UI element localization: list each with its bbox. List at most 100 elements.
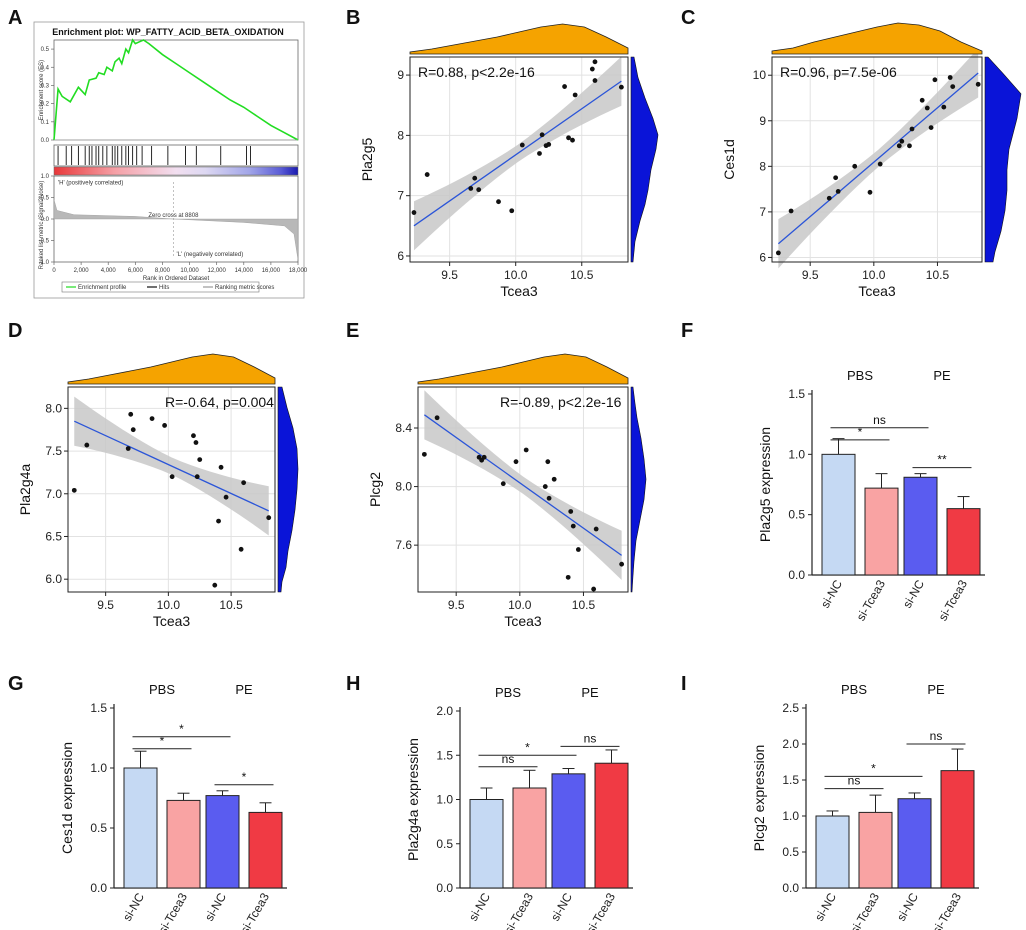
bar (903, 476, 938, 576)
scatter-point (924, 105, 930, 111)
metric-ylabel: Ranked list metric (Signal2Noise) (39, 181, 45, 270)
ytick-label: 8.0 (45, 401, 62, 415)
bar (205, 795, 240, 889)
scatter-point (589, 66, 595, 72)
ytick-label: 1.5 (436, 748, 453, 762)
scatter-point (71, 487, 77, 493)
gsea-legend-label: Enrichment profile (78, 285, 127, 291)
rank-colorbar (53, 166, 299, 176)
scatter-point (566, 135, 571, 141)
scatter-point (194, 474, 200, 480)
zero-cross-label: Zero cross at 8808 (148, 213, 199, 219)
significance-label: ns (848, 774, 861, 788)
xtick-label: 9.5 (441, 268, 458, 282)
xtick-label: 10.0 (504, 268, 528, 282)
scatter-panel-d: 9.5 10.0 10.5 6.0 6.5 7.0 7.5 8.0 Tcea3 Pla2g4a R=… (17, 353, 299, 629)
x-axis-label: Tcea3 (858, 283, 896, 299)
scatter-point (519, 142, 525, 148)
panel-label-f: F (681, 320, 693, 342)
ytick-label: 8 (759, 159, 766, 173)
ytick-label: 8.0 (395, 480, 412, 494)
group-label-pbs: PBS (847, 368, 873, 383)
scatter-point (241, 480, 247, 486)
metric-ytick-label: 0.0 (41, 217, 50, 223)
gsea-xlabel: Rank in Ordered Dataset (143, 276, 210, 282)
scatter-point (570, 523, 576, 529)
marginal-density-top (771, 22, 983, 55)
scatter-point (775, 250, 781, 256)
metric-area (53, 199, 299, 260)
ytick-label: 1.5 (782, 773, 799, 787)
scatter-point (941, 104, 947, 110)
xtick-label: 10.5 (572, 598, 596, 612)
scatter-point (975, 81, 981, 87)
scatter-point (218, 464, 224, 470)
gsea-xtick-label: 18,000 (289, 268, 308, 274)
regression-line (74, 420, 269, 512)
scatter-point (591, 586, 597, 592)
xtick-label: 10.5 (926, 268, 950, 282)
scatter-point (509, 208, 515, 214)
bar (594, 762, 629, 889)
gsea-xtick-label: 4,000 (101, 268, 117, 274)
marginal-density-right (630, 386, 647, 593)
ytick-label: 0.5 (436, 837, 453, 851)
bar (858, 811, 893, 889)
metric-ytick-label: 0.5 (41, 196, 50, 202)
bar (248, 811, 283, 889)
significance-label: ns (584, 731, 597, 745)
ytick-label: 0.5 (788, 508, 805, 522)
ytick-label: 1.0 (90, 761, 107, 775)
ytick-label: 8.4 (395, 421, 412, 435)
scatter-point (568, 509, 574, 514)
scatter-point (545, 459, 551, 465)
panel-label-i: I (681, 673, 687, 695)
ytick-label: 7 (759, 205, 766, 219)
correlation-annotation: R=0.96, p=7.5e-06 (780, 64, 897, 80)
scatter-point (950, 84, 956, 90)
gsea-xtick-label: 16,000 (262, 268, 281, 274)
scatter-point (852, 163, 858, 169)
plot-frame (67, 386, 276, 593)
scatter-point (434, 415, 440, 421)
gsea-legend-box (61, 281, 260, 293)
scatter-point (562, 84, 567, 89)
y-axis-label: Plcg2 (367, 472, 383, 507)
metric-ytick-label: -0.5 (39, 239, 50, 245)
scatter-point (546, 495, 552, 501)
ytick-label: 8 (397, 128, 404, 142)
scatter-point (266, 515, 272, 521)
es-ytick-label: 0.2 (41, 102, 50, 108)
significance-label: * (242, 770, 247, 784)
ytick-label: 6.0 (45, 572, 62, 586)
scatter-point (833, 175, 839, 181)
correlation-annotation: R=-0.64, p=0.004 (165, 394, 274, 410)
ytick-label: 7.6 (395, 538, 412, 552)
ytick-label: 0.5 (90, 821, 107, 835)
xtick-label: 9.5 (802, 268, 819, 282)
scatter-point (826, 195, 832, 201)
scatter-point (162, 423, 168, 428)
scatter-point (169, 474, 175, 480)
scatter-point (500, 481, 506, 487)
significance-label: * (160, 734, 165, 748)
scatter-point (191, 433, 196, 439)
ytick-label: 2.0 (436, 704, 453, 718)
y-axis-label: Plcg2 expression (751, 745, 767, 852)
ytick-label: 1.0 (782, 809, 799, 823)
x-axis-label: Tcea3 (153, 613, 191, 629)
scatter-panel-e: 9.5 10.0 10.5 7.6 8.0 8.4 Tcea3 Plcg2 R=-0.89, p… (367, 353, 647, 629)
bar (123, 767, 158, 889)
y-axis-label: Pla2g4a (17, 464, 33, 516)
gsea-xtick-label: 14,000 (235, 268, 254, 274)
group-label-pbs: PBS (841, 682, 867, 697)
ytick-label: 7 (397, 189, 404, 203)
scatter-point (216, 518, 221, 524)
x-axis-label: Tcea3 (504, 613, 542, 629)
panel-label-d: D (8, 320, 22, 342)
es-ytick-label: 0.4 (41, 65, 50, 71)
scatter-point (618, 84, 624, 90)
bar (821, 453, 856, 576)
gsea-xtick-label: 10,000 (180, 268, 199, 274)
scatter-point (411, 210, 417, 215)
